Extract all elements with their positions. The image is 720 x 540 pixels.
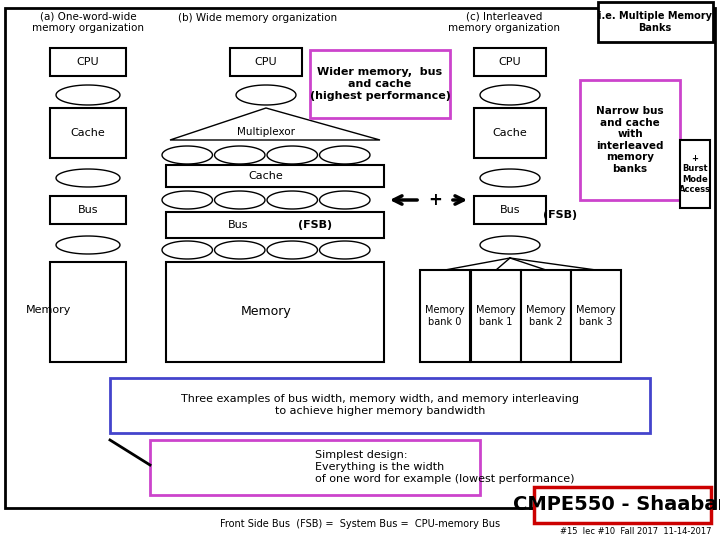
Text: Narrow bus
and cache
with
interleaved
memory
banks: Narrow bus and cache with interleaved me… xyxy=(596,106,664,174)
Text: Simplest design:
Everything is the width
of one word for example (lowest perform: Simplest design: Everything is the width… xyxy=(315,450,575,484)
Text: (c) Interleaved
memory organization: (c) Interleaved memory organization xyxy=(448,11,560,33)
Text: Multiplexor: Multiplexor xyxy=(237,127,295,137)
Text: (b) Wide memory organization: (b) Wide memory organization xyxy=(179,13,338,23)
Polygon shape xyxy=(162,241,212,259)
Polygon shape xyxy=(56,169,120,187)
Bar xyxy=(598,2,713,42)
Text: CPU: CPU xyxy=(77,57,99,67)
Polygon shape xyxy=(162,191,212,209)
Text: (a) One-word-wide
memory organization: (a) One-word-wide memory organization xyxy=(32,11,144,33)
Bar xyxy=(471,270,521,362)
Text: #15  lec #10  Fall 2017  11-14-2017: #15 lec #10 Fall 2017 11-14-2017 xyxy=(560,526,711,536)
Text: Bus: Bus xyxy=(228,220,248,230)
Text: Memory
bank 3: Memory bank 3 xyxy=(576,305,616,327)
Text: Memory: Memory xyxy=(26,305,71,315)
Text: (FSB): (FSB) xyxy=(543,210,577,220)
Polygon shape xyxy=(56,85,120,105)
Text: Cache: Cache xyxy=(492,128,527,138)
Text: (FSB): (FSB) xyxy=(298,220,332,230)
Polygon shape xyxy=(320,146,370,164)
Text: CPU: CPU xyxy=(255,57,277,67)
Bar xyxy=(521,270,571,362)
Text: Memory
bank 0: Memory bank 0 xyxy=(426,305,465,327)
Text: Memory: Memory xyxy=(240,306,292,319)
Polygon shape xyxy=(480,236,540,254)
Polygon shape xyxy=(267,146,318,164)
Polygon shape xyxy=(320,241,370,259)
Text: Three examples of bus width, memory width, and memory interleaving
to achieve hi: Three examples of bus width, memory widt… xyxy=(181,394,579,416)
Text: CMPE550 - Shaaban: CMPE550 - Shaaban xyxy=(513,496,720,515)
Bar xyxy=(474,196,546,224)
Bar xyxy=(230,48,302,76)
Bar xyxy=(50,48,126,76)
Text: Cache: Cache xyxy=(248,171,284,181)
Bar xyxy=(571,270,621,362)
Polygon shape xyxy=(480,85,540,105)
Text: +
Burst
Mode
Access: + Burst Mode Access xyxy=(679,154,711,194)
Polygon shape xyxy=(267,191,318,209)
Bar xyxy=(534,487,711,523)
Text: CPU: CPU xyxy=(499,57,521,67)
Polygon shape xyxy=(236,85,296,105)
Text: Wider memory,  bus
and cache
(highest performance): Wider memory, bus and cache (highest per… xyxy=(310,68,451,100)
Polygon shape xyxy=(215,146,265,164)
Polygon shape xyxy=(267,241,318,259)
Polygon shape xyxy=(480,169,540,187)
Bar xyxy=(474,108,546,158)
Text: Front Side Bus  (FSB) =  System Bus =  CPU-memory Bus: Front Side Bus (FSB) = System Bus = CPU-… xyxy=(220,519,500,529)
Bar xyxy=(150,440,480,495)
Polygon shape xyxy=(215,191,265,209)
Bar xyxy=(166,165,384,187)
Text: +: + xyxy=(428,191,442,209)
Polygon shape xyxy=(162,146,212,164)
Text: Bus: Bus xyxy=(500,205,521,215)
Bar xyxy=(50,196,126,224)
Text: i.e. Multiple Memory
Banks: i.e. Multiple Memory Banks xyxy=(598,11,712,33)
Bar xyxy=(166,212,384,238)
Bar xyxy=(420,270,470,362)
Bar xyxy=(580,80,680,200)
Polygon shape xyxy=(170,108,380,140)
Polygon shape xyxy=(320,191,370,209)
Bar xyxy=(474,48,546,76)
Polygon shape xyxy=(215,241,265,259)
Text: Bus: Bus xyxy=(78,205,98,215)
Text: Memory
bank 2: Memory bank 2 xyxy=(526,305,566,327)
Text: Memory
bank 1: Memory bank 1 xyxy=(476,305,516,327)
Bar xyxy=(166,262,384,362)
Polygon shape xyxy=(56,236,120,254)
Bar xyxy=(50,108,126,158)
Bar xyxy=(310,50,450,118)
Bar xyxy=(110,378,650,433)
Text: Cache: Cache xyxy=(71,128,105,138)
Bar xyxy=(680,140,710,208)
Bar xyxy=(50,262,126,362)
